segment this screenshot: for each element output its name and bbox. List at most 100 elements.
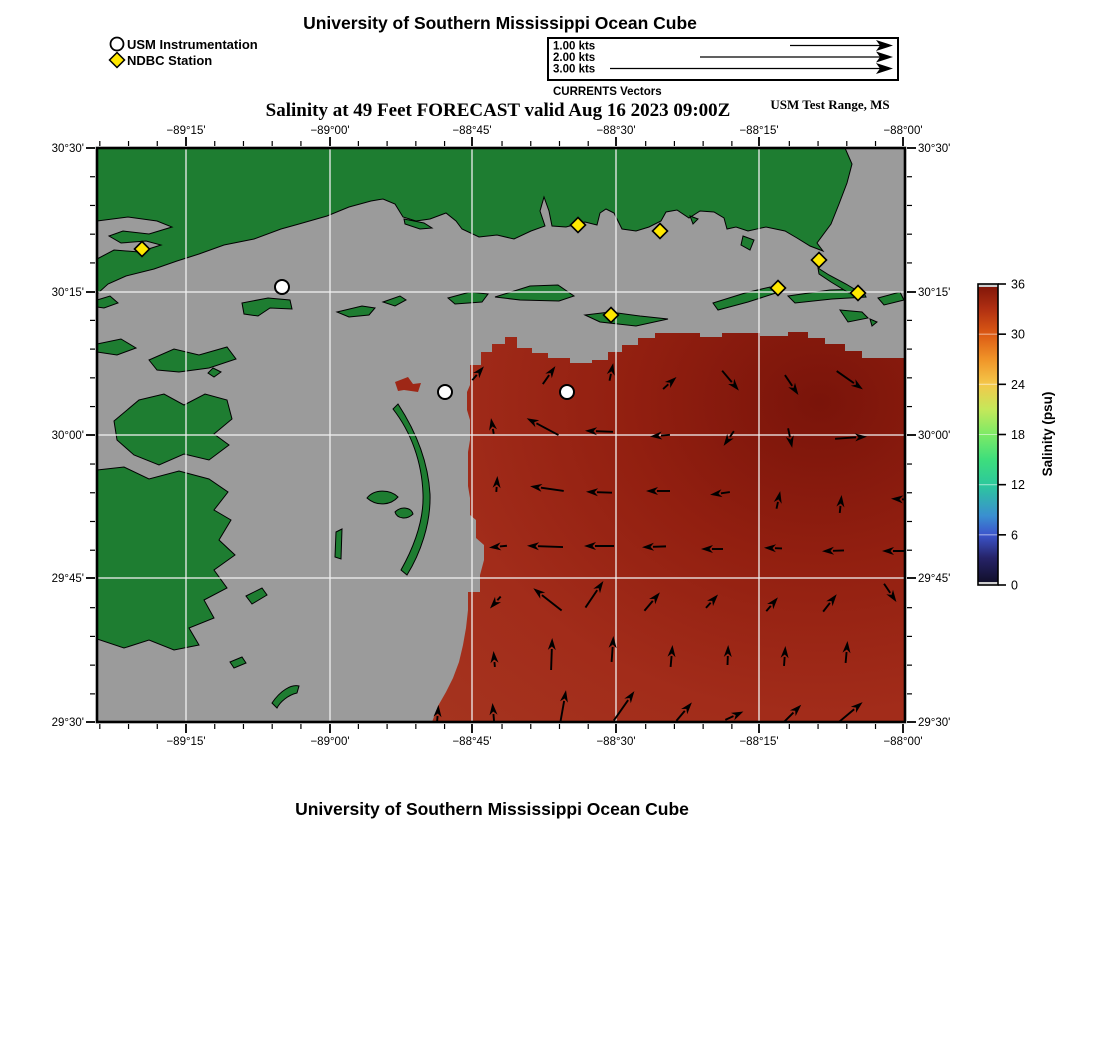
current-vector-head	[547, 638, 556, 651]
currents-legend-arrow-head	[876, 40, 893, 51]
current-vector	[610, 646, 614, 663]
current-vector	[492, 713, 495, 722]
current-vector	[491, 428, 495, 435]
current-vector-head	[767, 597, 778, 610]
usm-instrumentation-icon	[109, 36, 125, 52]
current-vector	[787, 428, 791, 438]
ndbc-station-marker	[769, 279, 787, 297]
marker-legend: USM Instrumentation NDBC Station	[108, 36, 258, 69]
island	[271, 685, 300, 709]
current-vector-head	[730, 711, 744, 721]
axis-tick-labels: −89°15' −89°15' −89°00' −89°00' −88°45' −88°4…	[52, 125, 951, 748]
lat-tick-label: 30°15'	[52, 287, 84, 299]
usm-station-marker	[274, 279, 290, 295]
colorbar-cap	[978, 582, 998, 585]
current-vector-head	[560, 690, 568, 703]
island	[689, 215, 699, 225]
ndbc-station-marker	[849, 284, 867, 302]
map-frame	[95, 146, 907, 724]
ndbc-station-label: NDBC Station	[127, 53, 212, 68]
current-vector-head	[842, 641, 851, 654]
current-vector	[596, 491, 613, 494]
currents-legend-row-label: 1.00 kts	[553, 41, 595, 53]
current-vector-head	[681, 702, 692, 715]
current-vector-head	[701, 545, 713, 553]
current-vector-head	[826, 594, 837, 607]
current-vector-head	[646, 487, 658, 495]
marsh-polygon	[97, 466, 236, 651]
current-vector	[883, 583, 891, 594]
salinity-colorbar: 36 30 24 18 12 6 0	[977, 278, 1025, 593]
current-vector-head	[650, 431, 663, 440]
currents-legend-box	[547, 37, 899, 81]
lat-tick-label: 29°30'	[918, 717, 950, 729]
ndbc-station-marker	[810, 251, 828, 269]
current-vector-head	[530, 483, 543, 492]
colorbar-cap	[978, 284, 998, 287]
current-vector-head	[788, 382, 799, 395]
current-vector	[550, 648, 553, 671]
island	[381, 295, 407, 307]
current-vector-head	[789, 704, 802, 717]
current-vector-head	[490, 596, 501, 609]
ndbc-station-icon	[108, 51, 126, 69]
lon-tick-label: −88°00'	[883, 125, 922, 137]
land-polygon	[97, 148, 853, 295]
current-vector	[822, 602, 831, 613]
lon-tick-label: −88°00'	[883, 736, 922, 748]
current-vector	[784, 374, 793, 387]
axis-ticks	[86, 137, 916, 733]
current-vector-head	[545, 366, 556, 379]
current-vector-head	[433, 705, 442, 718]
currents-legend-caption: CURRENTS Vectors	[553, 86, 662, 98]
colorbar-tick-label: 12	[1011, 478, 1025, 492]
lon-tick-label: −89°15'	[166, 125, 205, 137]
current-vector-head	[891, 495, 904, 504]
current-vector-head	[728, 378, 739, 391]
current-vector	[783, 711, 795, 722]
lat-tick-label: 30°00'	[52, 430, 84, 442]
island	[403, 218, 434, 230]
current-vector-head	[533, 588, 546, 599]
ndbc-station-marker	[133, 240, 151, 258]
current-vector-head	[593, 581, 604, 594]
bay-water	[97, 216, 174, 260]
island	[335, 305, 376, 318]
island	[366, 490, 399, 505]
current-vector	[783, 656, 786, 667]
current-vector	[542, 374, 550, 385]
lon-tick-label: −88°30'	[596, 736, 635, 748]
current-vector-head	[489, 542, 502, 551]
current-vector	[540, 486, 564, 492]
marsh-polygon	[245, 587, 268, 605]
island	[394, 507, 414, 519]
current-vector-head	[773, 491, 782, 504]
current-vector	[775, 501, 779, 509]
current-vector-head	[489, 418, 497, 431]
current-vector-layer	[433, 363, 905, 722]
lon-tick-label: −88°45'	[452, 125, 491, 137]
current-vector-head	[836, 495, 845, 508]
colorbar-tick-label: 0	[1011, 579, 1018, 593]
lon-tick-label: −89°00'	[310, 125, 349, 137]
current-vector	[720, 491, 730, 495]
colorbar-tick-label: 6	[1011, 528, 1018, 542]
current-vector-head	[624, 691, 635, 704]
current-vector	[471, 374, 478, 381]
colorbar-tick-label: 30	[1011, 328, 1025, 342]
current-vector-head	[707, 594, 718, 607]
current-vector-head	[586, 488, 599, 497]
current-vector	[541, 594, 563, 612]
salinity-patch	[395, 377, 421, 392]
current-vector	[535, 422, 559, 436]
current-vector	[496, 595, 502, 601]
current-vector-head	[489, 703, 498, 716]
current-vector-head	[822, 546, 835, 555]
lon-tick-label: −88°30'	[596, 125, 635, 137]
current-vector	[724, 715, 734, 721]
current-vector-head	[527, 542, 540, 551]
current-vector	[675, 710, 686, 722]
usm-instrumentation-label: USM Instrumentation	[127, 37, 258, 52]
lon-tick-label: −88°45'	[452, 736, 491, 748]
ndbc-station-marker	[602, 306, 620, 324]
